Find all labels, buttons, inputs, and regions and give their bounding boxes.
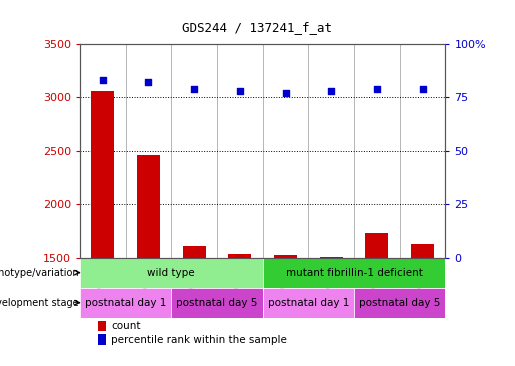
Point: [144, 79, 152, 85]
Bar: [80, 288, 171, 318]
Bar: [183, 246, 205, 258]
Point: [281, 90, 289, 96]
Bar: [98, 321, 106, 331]
Bar: [274, 255, 297, 258]
Bar: [411, 244, 434, 258]
Bar: [137, 155, 160, 258]
Point: [98, 77, 107, 83]
Bar: [263, 288, 354, 318]
Text: postnatal day 5: postnatal day 5: [359, 298, 440, 308]
Bar: [366, 233, 388, 258]
Text: genotype/variation: genotype/variation: [0, 268, 79, 277]
Text: GDS244 / 137241_f_at: GDS244 / 137241_f_at: [182, 21, 333, 34]
Text: postnatal day 5: postnatal day 5: [176, 298, 258, 308]
Bar: [98, 334, 106, 345]
Text: development stage: development stage: [0, 298, 79, 308]
Text: postnatal day 1: postnatal day 1: [85, 298, 166, 308]
Bar: [228, 254, 251, 258]
Text: postnatal day 1: postnatal day 1: [268, 298, 349, 308]
Point: [190, 86, 198, 92]
Point: [327, 88, 335, 94]
Text: count: count: [111, 321, 141, 331]
Bar: [171, 288, 263, 318]
Bar: [320, 257, 342, 258]
Bar: [263, 258, 445, 288]
Point: [373, 86, 381, 92]
Point: [419, 86, 427, 92]
Bar: [354, 288, 445, 318]
Text: mutant fibrillin-1 deficient: mutant fibrillin-1 deficient: [286, 268, 422, 277]
Text: wild type: wild type: [147, 268, 195, 277]
Bar: [91, 91, 114, 258]
Point: [236, 88, 244, 94]
Text: percentile rank within the sample: percentile rank within the sample: [111, 335, 287, 344]
Bar: [80, 258, 263, 288]
